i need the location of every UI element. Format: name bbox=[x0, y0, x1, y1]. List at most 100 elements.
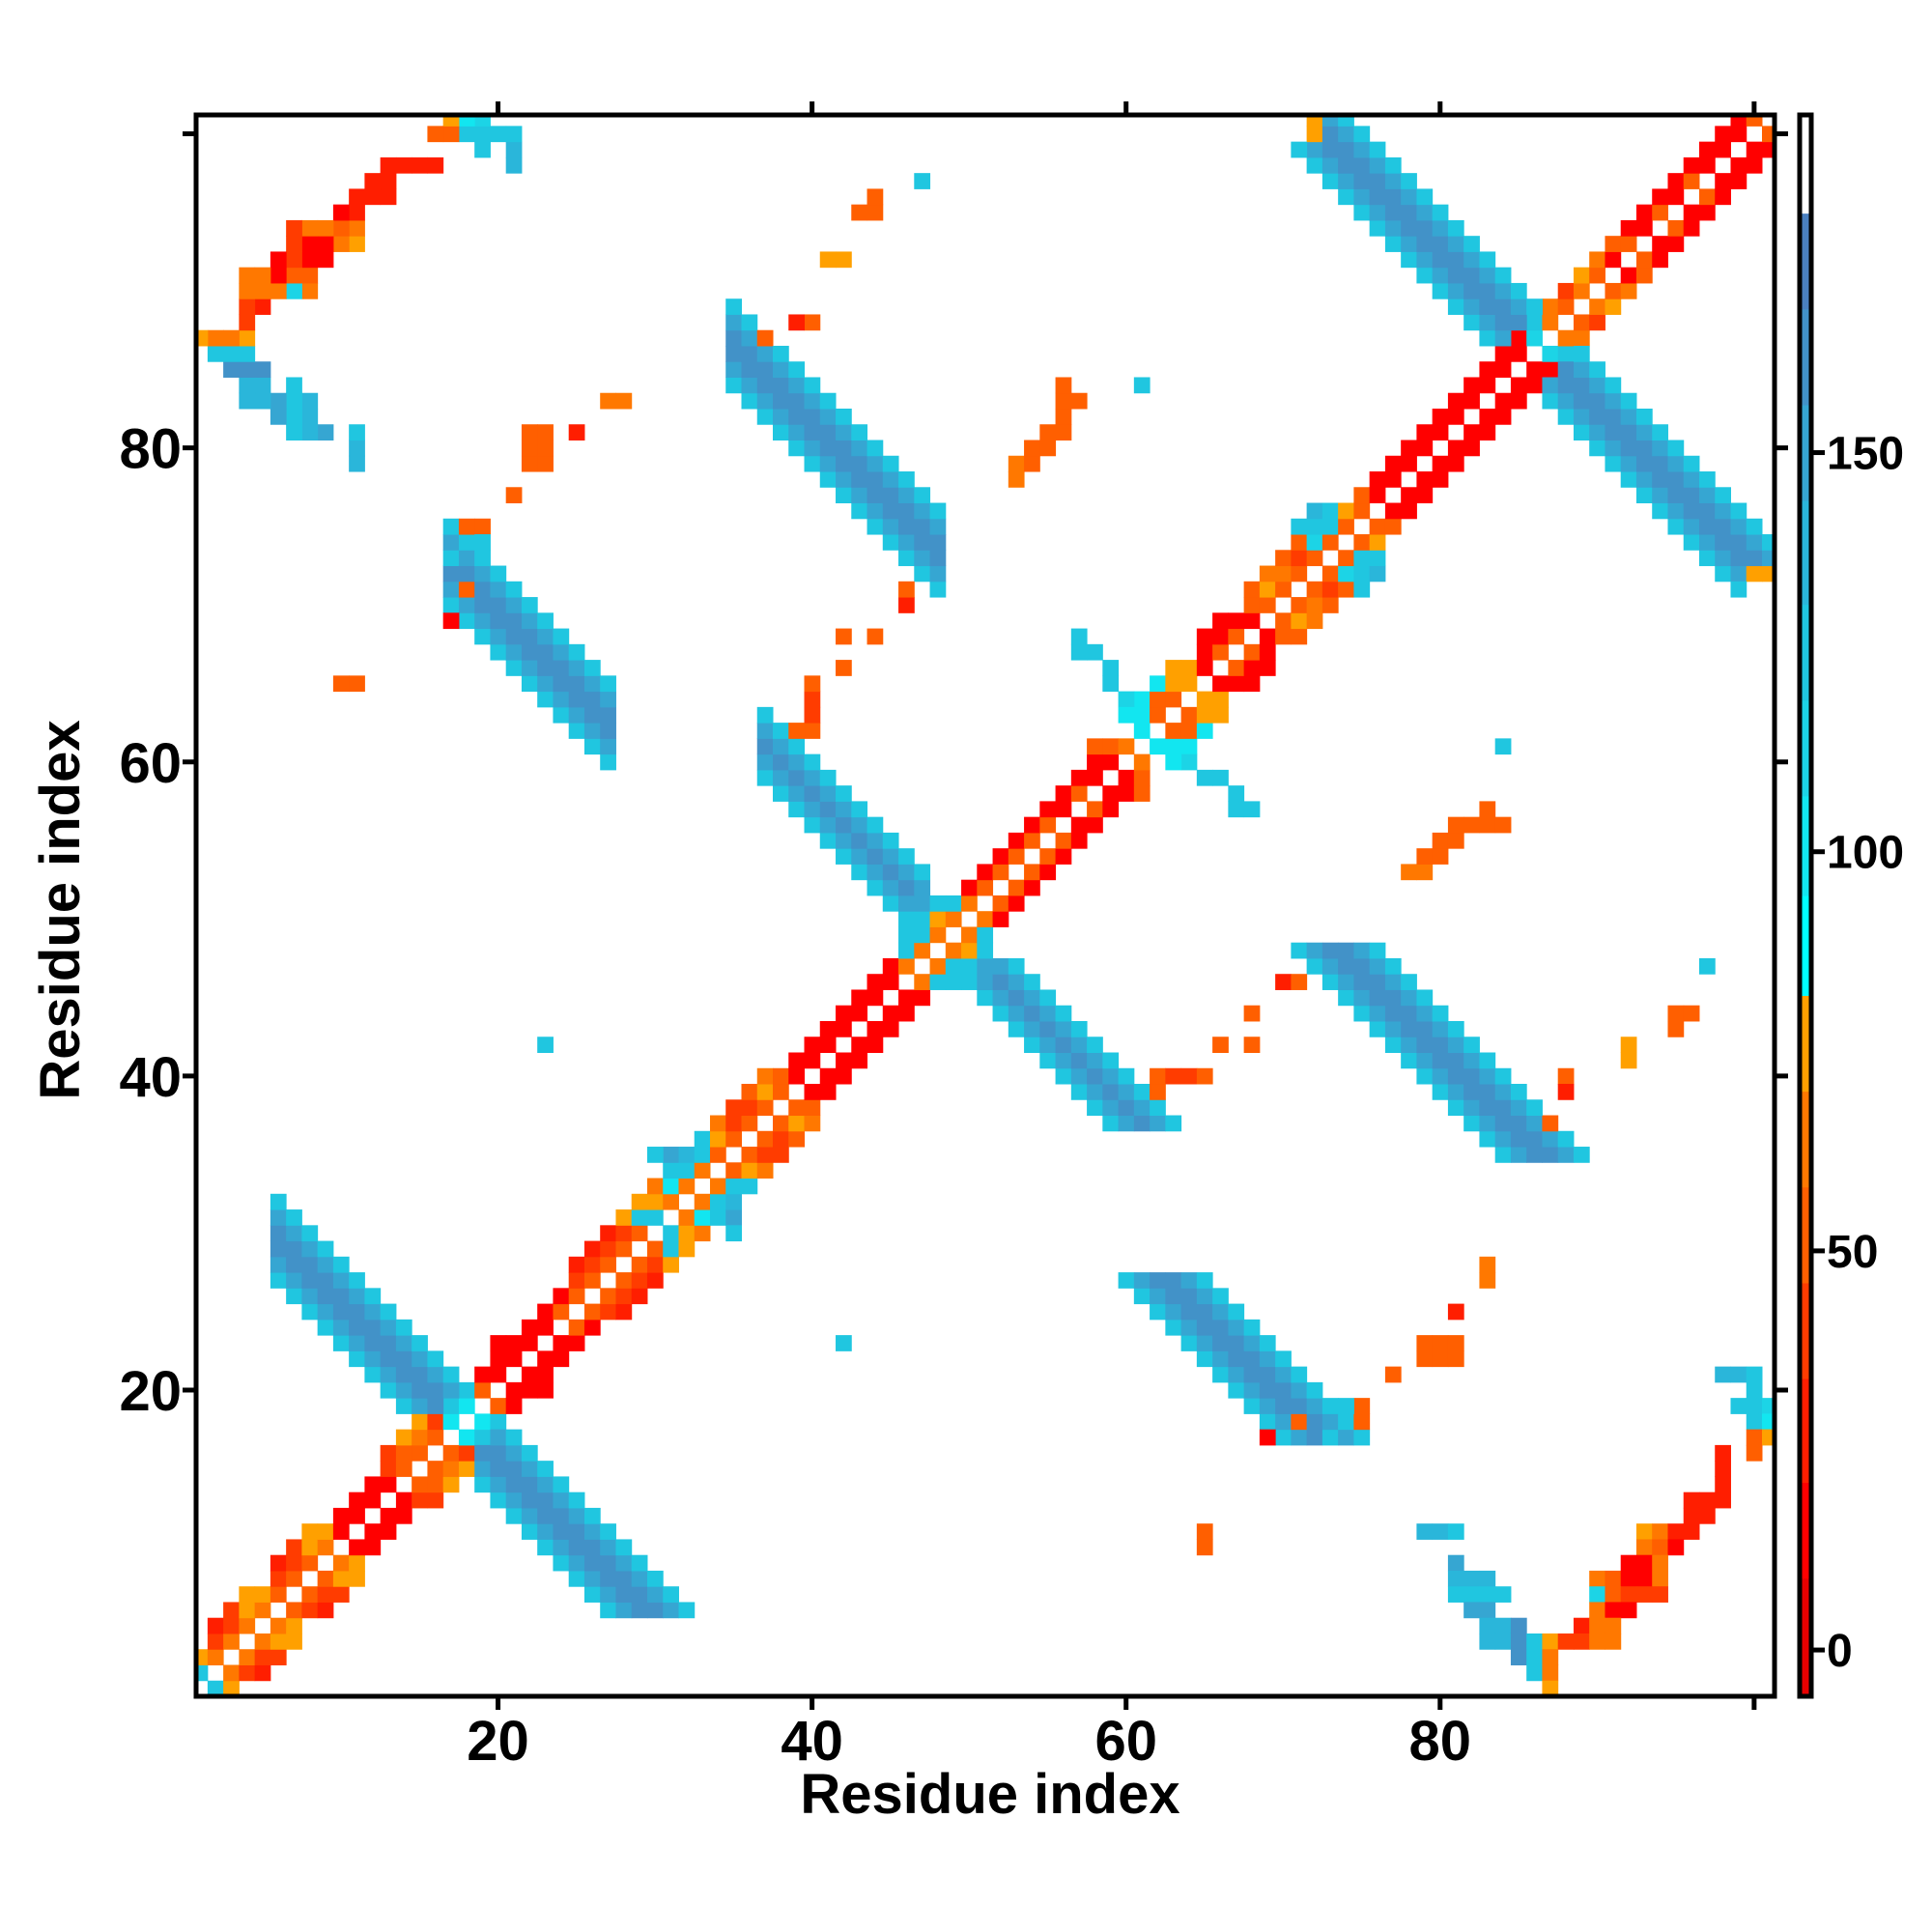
heatmap-cell bbox=[1683, 1492, 1700, 1509]
heatmap-cell bbox=[1369, 974, 1386, 990]
heatmap-cell bbox=[286, 251, 302, 269]
heatmap-cell bbox=[223, 1664, 240, 1682]
heatmap-cell bbox=[1557, 361, 1575, 378]
heatmap-cell bbox=[1070, 816, 1088, 834]
heatmap-cell bbox=[1259, 643, 1276, 661]
heatmap-cell bbox=[1259, 1413, 1276, 1431]
heatmap-cell bbox=[898, 550, 915, 567]
heatmap-cell bbox=[1416, 188, 1434, 206]
heatmap-cell bbox=[773, 1084, 789, 1100]
heatmap-cell bbox=[1039, 1005, 1057, 1022]
heatmap-cell bbox=[474, 565, 491, 582]
heatmap-cell bbox=[1338, 502, 1354, 520]
heatmap-cell bbox=[332, 1319, 350, 1336]
heatmap-cell bbox=[1275, 612, 1292, 630]
heatmap-cell bbox=[239, 329, 256, 347]
heatmap-cell bbox=[412, 1492, 428, 1509]
heatmap-cell bbox=[819, 251, 837, 269]
heatmap-cell bbox=[427, 1492, 444, 1509]
heatmap-cell bbox=[270, 1570, 287, 1587]
heatmap-cell bbox=[788, 1115, 806, 1132]
heatmap-cell bbox=[882, 879, 899, 896]
heatmap-cell bbox=[317, 236, 334, 252]
heatmap-cell bbox=[239, 267, 256, 284]
heatmap-cell bbox=[898, 848, 915, 865]
heatmap-cell bbox=[992, 895, 1009, 912]
heatmap-cell bbox=[631, 1225, 648, 1242]
heatmap-cell bbox=[223, 1680, 240, 1696]
heatmap-cell bbox=[1150, 1272, 1166, 1289]
heatmap-cell bbox=[867, 487, 884, 504]
heatmap-cell bbox=[1730, 581, 1747, 598]
heatmap-cell bbox=[207, 329, 224, 347]
heatmap-cell bbox=[1463, 1037, 1480, 1053]
heatmap-cell bbox=[1715, 126, 1731, 143]
heatmap-cell bbox=[1494, 1115, 1512, 1132]
heatmap-cell bbox=[836, 660, 852, 676]
heatmap-cell bbox=[1306, 1381, 1323, 1399]
heatmap-cell bbox=[254, 1633, 271, 1650]
heatmap-cell bbox=[1401, 251, 1417, 269]
heatmap-cell bbox=[1118, 1084, 1135, 1100]
heatmap-cell bbox=[1165, 1288, 1182, 1305]
heatmap-cell bbox=[1557, 282, 1575, 299]
heatmap-cell bbox=[1102, 753, 1120, 771]
heatmap-cell bbox=[301, 408, 319, 425]
heatmap-cell bbox=[349, 1554, 365, 1572]
heatmap-cell bbox=[1510, 377, 1527, 394]
heatmap-cell bbox=[317, 1288, 334, 1305]
heatmap-cell bbox=[490, 565, 507, 582]
heatmap-cell bbox=[553, 628, 570, 645]
heatmap-cell bbox=[615, 1272, 633, 1289]
heatmap-cell bbox=[1275, 581, 1292, 598]
heatmap-cell bbox=[1526, 1147, 1543, 1163]
heatmap-cell bbox=[1620, 440, 1637, 457]
heatmap-cell bbox=[458, 534, 475, 551]
heatmap-cell bbox=[427, 1350, 444, 1368]
heatmap-cell bbox=[1102, 801, 1120, 818]
heatmap-cell bbox=[1652, 471, 1668, 488]
heatmap-cell bbox=[332, 1303, 350, 1321]
heatmap-cell bbox=[867, 1020, 884, 1037]
heatmap-cell bbox=[1165, 1115, 1182, 1132]
heatmap-cell bbox=[1447, 236, 1464, 252]
heatmap-cell bbox=[600, 1523, 616, 1540]
heatmap-cell bbox=[1338, 974, 1354, 990]
heatmap-cell bbox=[239, 1649, 256, 1665]
heatmap-cell bbox=[741, 1115, 758, 1132]
heatmap-cell bbox=[458, 597, 475, 613]
heatmap-cell bbox=[1306, 597, 1323, 613]
heatmap-cell bbox=[898, 942, 915, 959]
heatmap-cell bbox=[867, 518, 884, 535]
heatmap-cell bbox=[1118, 706, 1135, 724]
heatmap-cell bbox=[1338, 1429, 1354, 1446]
heatmap-cell bbox=[505, 1492, 523, 1509]
heatmap-cell bbox=[270, 282, 287, 299]
colorbar-band bbox=[1800, 1577, 1811, 1697]
heatmap-cell bbox=[1635, 1586, 1653, 1603]
heatmap-cell bbox=[1196, 1539, 1213, 1556]
heatmap-cell bbox=[1494, 738, 1512, 755]
heatmap-cell bbox=[1212, 612, 1229, 630]
heatmap-cell bbox=[1180, 706, 1198, 724]
heatmap-cell bbox=[380, 1523, 397, 1540]
x-tick-label: 20 bbox=[467, 1710, 529, 1773]
heatmap-cell bbox=[1024, 864, 1040, 881]
heatmap-cell bbox=[1243, 660, 1261, 676]
heatmap-cell bbox=[301, 1539, 319, 1556]
heatmap-cell bbox=[1306, 1413, 1323, 1431]
heatmap-cell bbox=[1463, 1099, 1480, 1117]
heatmap-cell bbox=[442, 597, 460, 613]
heatmap-cell bbox=[1228, 1319, 1245, 1336]
heatmap-cell bbox=[521, 675, 538, 693]
heatmap-cell bbox=[1542, 1649, 1559, 1665]
heatmap-cell bbox=[301, 1523, 319, 1540]
heatmap-cell bbox=[1589, 314, 1605, 331]
heatmap-cell bbox=[1070, 832, 1088, 849]
heatmap-cell bbox=[1416, 1523, 1434, 1540]
heatmap-cell bbox=[1321, 565, 1339, 582]
heatmap-cell bbox=[317, 219, 334, 237]
heatmap-cell bbox=[600, 1240, 616, 1258]
colorbar-label: 50 bbox=[1827, 1227, 1878, 1278]
